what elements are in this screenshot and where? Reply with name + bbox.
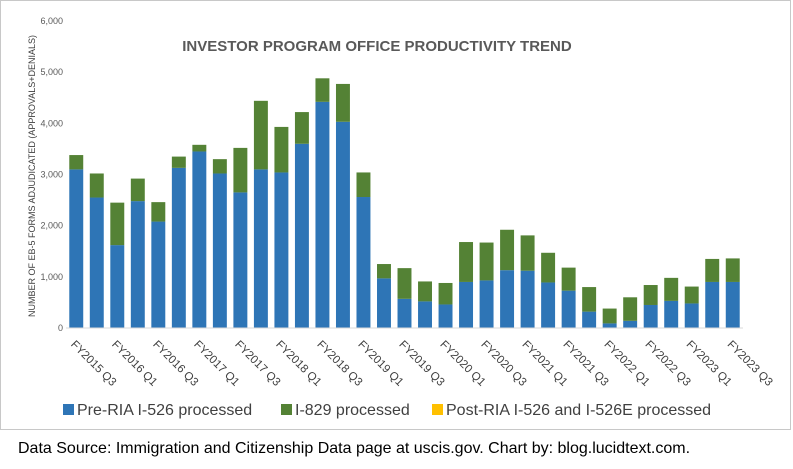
source-caption: Data Source: Immigration and Citizenship… (18, 440, 691, 457)
chart-frame: INVESTOR PROGRAM OFFICE PRODUCTIVITY TRE… (0, 0, 791, 430)
bar-segment-series-0 (192, 151, 207, 328)
legend-label: Pre-RIA I-526 processed (77, 402, 252, 419)
bar-segment-series-0 (582, 311, 597, 328)
bar-segment-series-1 (438, 282, 453, 305)
legend: Pre-RIA I-526 processed I-829 processed Po… (63, 402, 711, 419)
bar-segment-series-0 (294, 143, 309, 328)
bar-segment-series-1 (705, 258, 720, 282)
y-tick-label: 2,000 (40, 221, 63, 231)
bar-segment-series-1 (171, 156, 186, 168)
bar-segment-series-1 (253, 100, 268, 170)
bar-segment-series-1 (192, 144, 207, 152)
bar-segment-series-0 (274, 172, 289, 328)
bar-segment-series-1 (274, 126, 289, 173)
bar-segment-series-1 (315, 78, 330, 102)
bar-segment-series-0 (418, 301, 432, 328)
legend-swatch (63, 404, 74, 415)
bar-segment-series-1 (69, 155, 84, 170)
bar-segment-series-1 (356, 172, 371, 198)
bar-segment-series-0 (664, 300, 679, 328)
bar-segment-series-0 (459, 281, 474, 328)
bar-segment-series-1 (294, 112, 309, 144)
bar-segment-series-0 (479, 280, 494, 328)
bar-segment-series-1 (89, 173, 104, 198)
y-tick-label: 5,000 (40, 67, 63, 77)
y-axis-label: NUMBER OF EB-5 FORMS ADJUDICATED (APPROV… (27, 35, 37, 317)
bar-segment-series-0 (623, 320, 638, 328)
bar-segment-series-1 (725, 258, 740, 282)
bar-segment-series-1 (110, 202, 125, 246)
bar-segment-series-1 (623, 297, 638, 321)
bar-segment-series-0 (500, 270, 515, 328)
bar-segment-series-0 (335, 121, 350, 328)
bar-segment-series-0 (643, 304, 658, 328)
bar-segment-series-1 (130, 178, 145, 202)
legend-swatch (281, 404, 292, 415)
bar-segment-series-1 (664, 277, 679, 301)
bar-segment-series-1 (233, 147, 248, 193)
bar-segment-series-0 (561, 290, 576, 328)
bar-segment-series-1 (643, 285, 658, 305)
bar-segment-series-0 (171, 167, 186, 328)
bar-segment-series-1 (561, 267, 576, 291)
bar-segment-series-0 (438, 304, 453, 328)
bar-segment-series-1 (418, 281, 432, 302)
bar-segment-series-0 (130, 201, 145, 328)
bar-segment-series-1 (520, 235, 535, 271)
bar-segment-series-0 (684, 303, 699, 328)
bar-segment-series-0 (705, 281, 720, 328)
bar-segment-series-0 (315, 101, 330, 328)
bar-segment-series-1 (541, 252, 556, 283)
y-tick-label: 4,000 (40, 118, 63, 128)
chart-title: INVESTOR PROGRAM OFFICE PRODUCTIVITY TRE… (182, 38, 572, 55)
bar-segment-series-1 (500, 229, 515, 271)
stacked-bar-chart: INVESTOR PROGRAM OFFICE PRODUCTIVITY TRE… (27, 16, 775, 419)
bar-segment-series-1 (479, 242, 494, 281)
bar-segment-series-1 (459, 242, 474, 282)
bar-segment-series-1 (377, 264, 391, 279)
bar-segment-series-0 (110, 245, 125, 328)
y-tick-label: 3,000 (40, 170, 63, 180)
bar-segment-series-1 (602, 308, 617, 324)
bar-segment-series-1 (684, 286, 699, 304)
bar-segment-series-0 (233, 192, 248, 328)
bar-segment-series-0 (541, 282, 556, 328)
y-tick-label: 6,000 (40, 16, 63, 26)
bar-segment-series-1 (212, 159, 227, 174)
bar-segment-series-0 (356, 197, 371, 328)
legend-label: I-829 processed (295, 402, 410, 419)
bar-segment-series-0 (520, 270, 535, 328)
bar-segment-series-0 (602, 323, 617, 328)
bar-segment-series-1 (335, 83, 350, 122)
bar-segment-series-0 (377, 278, 391, 328)
bar-segment-series-0 (151, 221, 166, 328)
legend-label: Post-RIA I-526 and I-526E processed (446, 402, 711, 419)
bar-segment-series-0 (397, 298, 412, 328)
y-axis-ticks: 0 1,000 2,000 3,000 4,000 5,000 6,000 (40, 16, 63, 333)
bar-segment-series-1 (397, 268, 412, 299)
bar-segment-series-0 (212, 173, 227, 328)
bars (69, 78, 740, 328)
bar-segment-series-0 (69, 169, 84, 328)
legend-swatch (432, 404, 443, 415)
bar-segment-series-1 (151, 202, 166, 222)
y-tick-label: 0 (58, 323, 63, 333)
bar-segment-series-0 (725, 281, 740, 328)
bar-segment-series-0 (89, 197, 104, 328)
y-tick-label: 1,000 (40, 272, 63, 282)
bar-segment-series-0 (253, 169, 268, 328)
bar-segment-series-1 (582, 287, 597, 312)
